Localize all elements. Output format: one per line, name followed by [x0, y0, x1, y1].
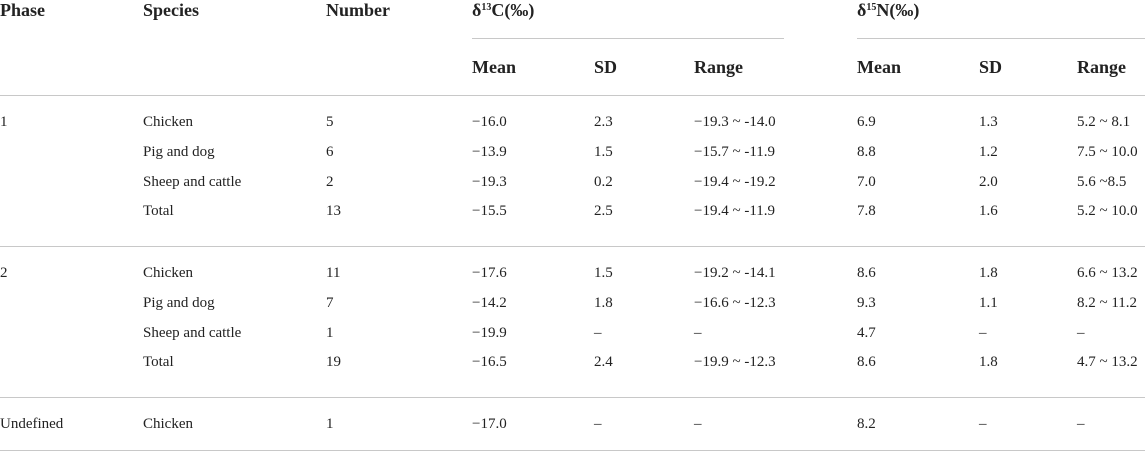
header-delta13c: δ13C(‰) — [472, 0, 534, 21]
cell-number: 13 — [326, 203, 341, 219]
cell-c-range: −19.4 ~ -11.9 — [694, 203, 776, 219]
cell-n-range: 6.6 ~ 13.2 — [1077, 265, 1138, 281]
cell-species: Chicken — [143, 265, 193, 281]
cell-c-sd: 1.5 — [594, 265, 613, 281]
cell-c-sd: – — [594, 325, 602, 341]
cell-c-sd: 2.5 — [594, 203, 613, 219]
cell-n-mean: 9.3 — [857, 295, 876, 311]
delta15n-group-rule — [857, 38, 1145, 39]
cell-n-sd: 1.8 — [979, 265, 998, 281]
header-delta13c-superscript: 13 — [481, 2, 492, 13]
cell-c-sd: 0.2 — [594, 174, 613, 190]
cell-species: Sheep and cattle — [143, 174, 242, 190]
header-c-mean: Mean — [472, 57, 516, 77]
cell-n-sd: 1.2 — [979, 144, 998, 160]
cell-c-range: −16.6 ~ -12.3 — [694, 295, 776, 311]
cell-n-mean: 6.9 — [857, 114, 876, 130]
cell-c-range: −19.4 ~ -19.2 — [694, 174, 776, 190]
cell-n-mean: 7.8 — [857, 203, 876, 219]
cell-n-mean: 7.0 — [857, 174, 876, 190]
delta13c-group-rule — [472, 38, 784, 39]
phase-cell: 1 — [0, 114, 8, 130]
cell-c-mean: −17.6 — [472, 265, 507, 281]
header-delta15n: δ15N(‰) — [857, 0, 919, 21]
cell-n-mean: 4.7 — [857, 325, 876, 341]
cell-c-mean: −19.3 — [472, 174, 507, 190]
cell-n-sd: 1.3 — [979, 114, 998, 130]
cell-species: Total — [143, 354, 174, 370]
cell-n-mean: 8.2 — [857, 416, 876, 432]
header-delta15n-suffix: N(‰) — [876, 0, 920, 20]
cell-c-mean: −19.9 — [472, 325, 507, 341]
group-separator-rule — [0, 246, 1145, 247]
header-number: Number — [326, 0, 390, 20]
cell-n-mean: 8.6 — [857, 354, 876, 370]
cell-n-range: 5.6 ~8.5 — [1077, 174, 1127, 190]
cell-number: 19 — [326, 354, 341, 370]
cell-n-sd: – — [979, 325, 987, 341]
cell-n-sd: – — [979, 416, 987, 432]
header-delta13c-suffix: C(‰) — [491, 0, 535, 20]
cell-number: 11 — [326, 265, 341, 281]
cell-c-range: – — [694, 416, 702, 432]
cell-species: Pig and dog — [143, 295, 215, 311]
cell-c-range: −19.9 ~ -12.3 — [694, 354, 776, 370]
cell-n-mean: 8.6 — [857, 265, 876, 281]
cell-n-range: 5.2 ~ 10.0 — [1077, 203, 1138, 219]
group-separator-rule — [0, 397, 1145, 398]
cell-n-sd: 1.6 — [979, 203, 998, 219]
header-phase: Phase — [0, 0, 45, 20]
cell-n-mean: 8.8 — [857, 144, 876, 160]
cell-c-mean: −13.9 — [472, 144, 507, 160]
header-species: Species — [143, 0, 199, 20]
cell-c-range: −19.2 ~ -14.1 — [694, 265, 776, 281]
cell-c-sd: 2.4 — [594, 354, 613, 370]
cell-c-mean: −15.5 — [472, 203, 507, 219]
header-c-range: Range — [694, 57, 743, 77]
cell-c-sd: 1.8 — [594, 295, 613, 311]
cell-species: Pig and dog — [143, 144, 215, 160]
cell-c-sd: 2.3 — [594, 114, 613, 130]
header-delta13c-prefix: δ — [472, 0, 482, 20]
phase-cell: Undefined — [0, 416, 64, 432]
header-c-sd: SD — [594, 57, 618, 77]
cell-c-range: −19.3 ~ -14.0 — [694, 114, 776, 130]
header-delta15n-superscript: 15 — [866, 2, 877, 13]
cell-species: Total — [143, 203, 174, 219]
header-n-sd: SD — [979, 57, 1003, 77]
header-rule — [0, 95, 1145, 96]
cell-n-range: 5.2 ~ 8.1 — [1077, 114, 1131, 130]
cell-n-sd: 2.0 — [979, 174, 998, 190]
cell-c-mean: −17.0 — [472, 416, 507, 432]
cell-n-sd: 1.8 — [979, 354, 998, 370]
cell-c-mean: −14.2 — [472, 295, 507, 311]
cell-number: 1 — [326, 325, 334, 341]
cell-species: Chicken — [143, 416, 193, 432]
cell-c-sd: – — [594, 416, 602, 432]
cell-n-range: – — [1077, 325, 1085, 341]
cell-n-sd: 1.1 — [979, 295, 998, 311]
cell-c-range: – — [694, 325, 702, 341]
cell-species: Chicken — [143, 114, 193, 130]
cell-c-sd: 1.5 — [594, 144, 613, 160]
cell-number: 5 — [326, 114, 334, 130]
cell-n-range: 7.5 ~ 10.0 — [1077, 144, 1138, 160]
phase-cell: 2 — [0, 265, 8, 281]
table-bottom-rule — [0, 450, 1145, 451]
cell-c-mean: −16.5 — [472, 354, 507, 370]
cell-number: 7 — [326, 295, 334, 311]
header-n-range: Range — [1077, 57, 1126, 77]
cell-n-range: 4.7 ~ 13.2 — [1077, 354, 1138, 370]
header-n-mean: Mean — [857, 57, 901, 77]
cell-n-range: – — [1077, 416, 1085, 432]
cell-number: 2 — [326, 174, 334, 190]
cell-number: 1 — [326, 416, 334, 432]
cell-species: Sheep and cattle — [143, 325, 242, 341]
header-delta15n-prefix: δ — [857, 0, 867, 20]
cell-c-mean: −16.0 — [472, 114, 507, 130]
cell-number: 6 — [326, 144, 334, 160]
cell-c-range: −15.7 ~ -11.9 — [694, 144, 776, 160]
cell-n-range: 8.2 ~ 11.2 — [1077, 295, 1138, 311]
